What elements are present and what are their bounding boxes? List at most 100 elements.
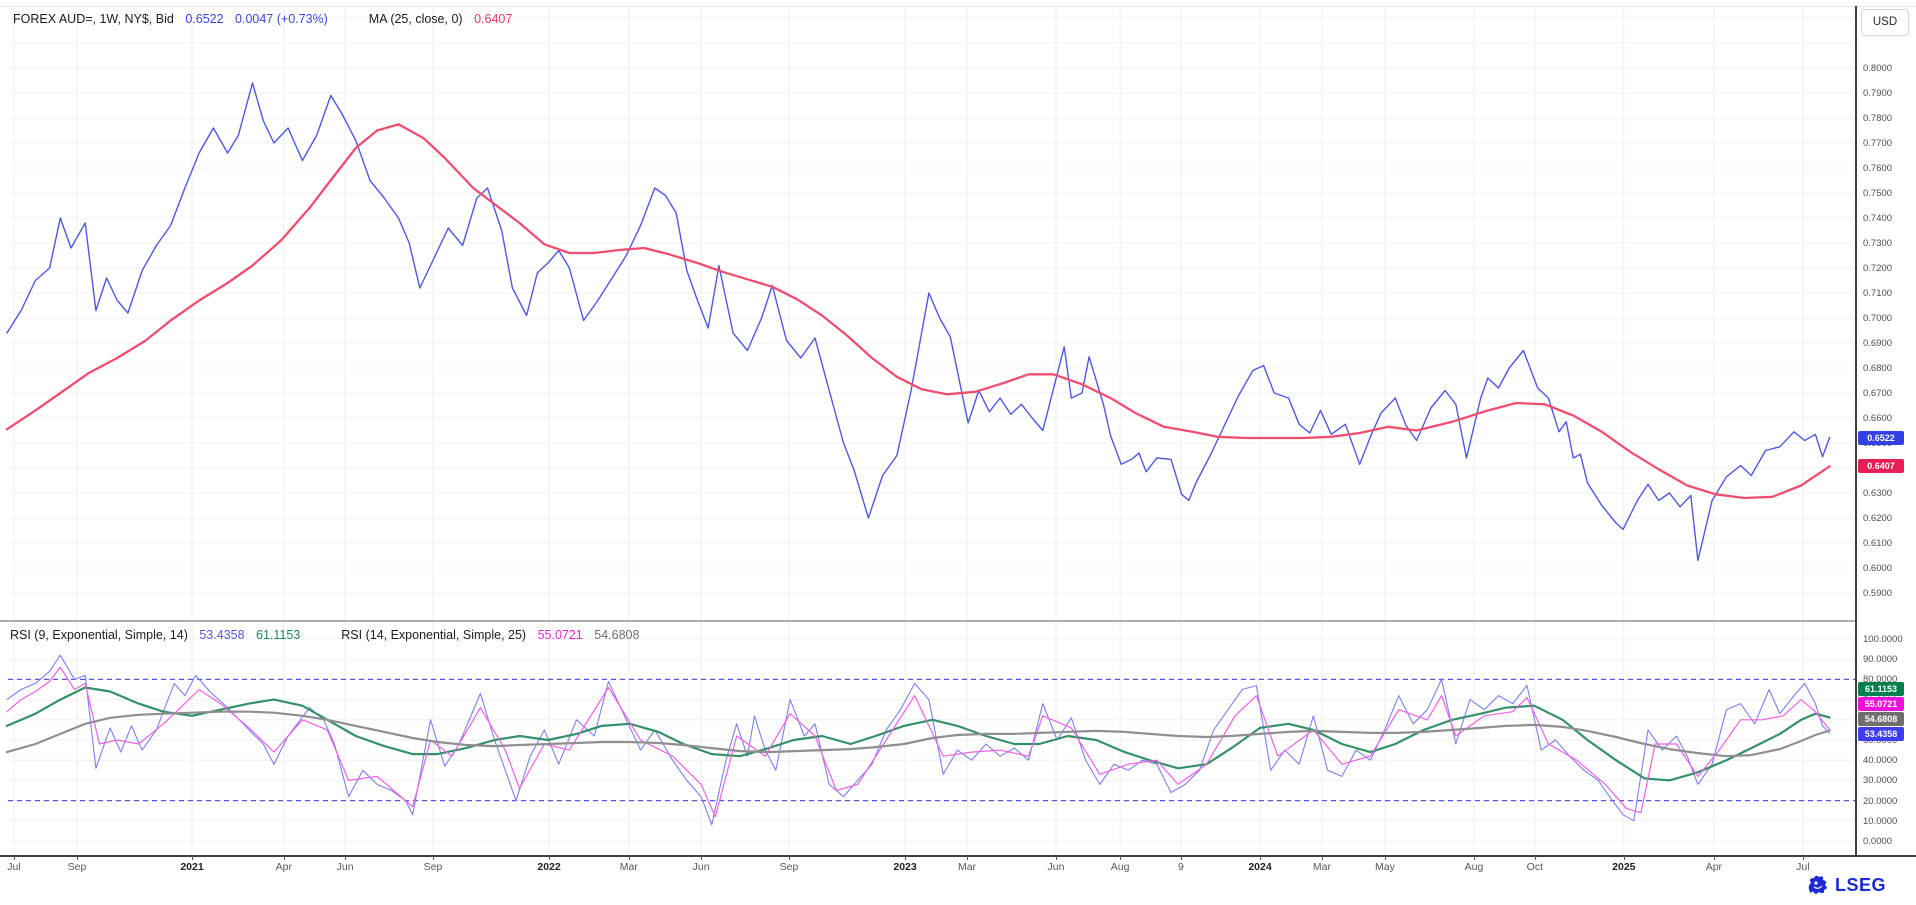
rsi14-signal-value: 54.6808 (594, 628, 640, 642)
rsi9-indicator-label[interactable]: RSI (9, Exponential, Simple, 14) (10, 628, 188, 642)
top-border (0, 6, 1916, 7)
rsi9-signal-value: 61.1153 (256, 628, 301, 642)
rsi-axis-label: 80.0000 (1863, 674, 1898, 686)
rsi14-value: 55.0721 (537, 628, 583, 642)
date-axis-label: Mar (1312, 861, 1331, 873)
price-axis-label: 0.7500 (1863, 188, 1893, 199)
rsi9-value: 53.4358 (199, 628, 245, 642)
price-badge: 0.6522 (1858, 430, 1904, 445)
rsi-badge: 53.4358 (1858, 727, 1904, 742)
price-axis-label: 0.6000 (1863, 563, 1893, 574)
rsi-axis-label: 10.0000 (1863, 815, 1898, 827)
price-axis-label: 0.7700 (1863, 138, 1893, 149)
date-axis-label: Apr (275, 861, 293, 873)
date-tick-mark (1260, 855, 1261, 860)
date-tick-mark (967, 855, 968, 860)
rsi-axis-label: 100.0000 (1863, 634, 1903, 645)
date-axis-label: 2021 (180, 861, 204, 873)
date-axis-label: Sep (423, 861, 443, 873)
series-rsi9_signal[interactable] (5, 686, 1831, 782)
price-axis-label: 0.6900 (1863, 338, 1893, 349)
price-badge: 0.6407 (1858, 459, 1904, 474)
rsi-legend: RSI (9, Exponential, Simple, 14) 53.4358… (10, 628, 647, 642)
price-axis-label: 0.7000 (1863, 313, 1893, 324)
date-axis-label: 2024 (1248, 861, 1272, 873)
date-axis-label: Jun (336, 861, 354, 873)
price-axis-label: 0.5900 (1863, 588, 1893, 599)
instrument-label[interactable]: FOREX AUD=, 1W, NY$, Bid (13, 12, 174, 26)
series-rsi9[interactable] (6, 654, 1831, 826)
date-tick-mark (345, 855, 347, 860)
price-change-value: 0.0047 (+0.73%) (235, 12, 328, 26)
date-axis-label: Sep (67, 861, 87, 873)
ma-value: 0.6407 (474, 12, 513, 26)
series-ma25[interactable] (5, 123, 1831, 500)
currency-unit-button[interactable]: USD (1861, 9, 1909, 36)
rsi-badge: 61.1153 (1858, 682, 1904, 697)
date-tick-mark (1321, 855, 1323, 860)
price-legend: FOREX AUD=, 1W, NY$, Bid 0.6522 0.0047 (… (13, 12, 520, 26)
date-tick-mark (1534, 855, 1536, 860)
price-axis-label: 0.7200 (1863, 263, 1893, 274)
price-axis-label: 0.7600 (1863, 163, 1893, 174)
price-axis-label: 0.7300 (1863, 238, 1893, 249)
series-rsi14_signal[interactable] (5, 710, 1831, 758)
date-axis-label: 9 (1178, 861, 1184, 873)
date-tick-mark (1623, 855, 1625, 860)
pane-separator[interactable] (0, 620, 1856, 622)
rsi14-indicator-label[interactable]: RSI (14, Exponential, Simple, 25) (341, 628, 527, 642)
date-axis-label: Jun (692, 861, 710, 873)
date-tick-mark (1473, 855, 1475, 860)
price-axis-label: 0.7800 (1863, 113, 1893, 124)
date-axis-label: 2022 (537, 861, 561, 873)
series-bid[interactable] (6, 82, 1831, 562)
rsi-axis-label: 40.0000 (1863, 755, 1898, 767)
rsi-axis-label: 90.0000 (1863, 654, 1898, 666)
date-tick-mark (1120, 855, 1122, 860)
price-axis-label: 0.7400 (1863, 213, 1893, 224)
price-axis-label: 0.6700 (1863, 388, 1893, 399)
date-tick-mark (1802, 855, 1804, 860)
date-axis-label: Jul (1796, 861, 1810, 873)
date-axis-label: Apr (1705, 861, 1723, 873)
date-axis-line (0, 855, 1916, 857)
date-axis-label: 2023 (893, 861, 917, 873)
last-price-value: 0.6522 (185, 12, 224, 26)
price-axis-label: 0.6200 (1863, 513, 1893, 524)
lseg-logo-text: LSEG (1835, 874, 1887, 895)
price-axis-label: 0.6300 (1863, 488, 1893, 499)
date-tick-mark (1180, 855, 1182, 860)
date-tick-mark (549, 855, 551, 860)
lseg-logo: LSEG (1806, 874, 1886, 896)
price-axis-label: 0.8000 (1863, 63, 1893, 74)
series-rsi14[interactable] (6, 666, 1831, 818)
lseg-griffin-icon (1808, 875, 1827, 894)
price-axis-label: 0.6600 (1863, 413, 1893, 424)
date-axis-label: 2025 (1612, 861, 1636, 873)
rsi-axis-label: 30.0000 (1863, 775, 1898, 787)
rsi-badge: 55.0721 (1858, 697, 1904, 712)
date-axis-label: Mar (957, 861, 977, 873)
rsi-axis-label: 20.0000 (1863, 795, 1898, 807)
date-tick-mark (789, 855, 790, 860)
price-axis-label: 0.6100 (1863, 538, 1893, 549)
date-tick-mark (77, 855, 78, 860)
date-tick-mark (701, 855, 703, 860)
price-axis-label: 0.7900 (1863, 88, 1893, 99)
date-axis-label: Sep (779, 861, 799, 873)
date-axis-label: Oct (1526, 861, 1543, 873)
date-axis-label: Mar (619, 861, 638, 873)
date-tick-mark (14, 855, 15, 860)
rsi-badge: 54.6808 (1858, 712, 1904, 727)
ma-indicator-label[interactable]: MA (25, close, 0) (368, 12, 463, 26)
date-tick-mark (433, 855, 434, 860)
date-axis-label: Aug (1110, 861, 1130, 873)
price-axis-line (1855, 6, 1857, 857)
rsi-axis-label: 0.0000 (1863, 836, 1893, 847)
date-tick-mark (1713, 855, 1715, 860)
date-axis-label: May (1375, 861, 1395, 873)
date-axis-label: Jun (1047, 861, 1065, 873)
date-tick-mark (192, 855, 193, 860)
